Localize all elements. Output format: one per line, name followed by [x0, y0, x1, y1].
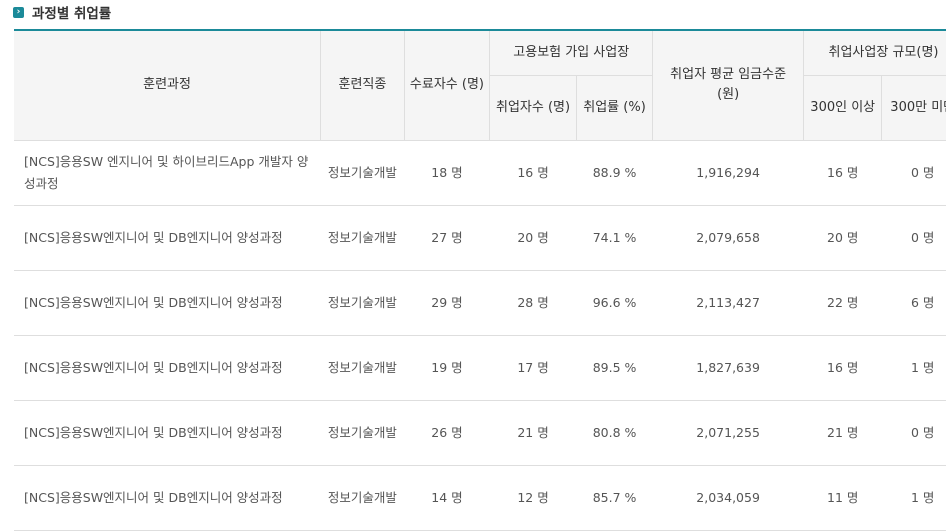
over300-cell: 22 명	[804, 270, 882, 335]
job-cell: 정보기술개발	[321, 205, 405, 270]
table-row: [NCS]응용SW엔지니어 및 DB엔지니어 양성과정 정보기술개발 19 명 …	[14, 335, 946, 400]
header-size-group: 취업사업장 규모(명)	[804, 30, 946, 75]
employed-cell: 28 명	[490, 270, 577, 335]
employed-cell: 12 명	[490, 465, 577, 530]
course-cell: [NCS]응용SW엔지니어 및 DB엔지니어 양성과정	[14, 270, 321, 335]
arrow-right-icon: ›	[13, 7, 24, 18]
wage-cell: 2,071,255	[653, 400, 804, 465]
job-cell: 정보기술개발	[321, 465, 405, 530]
table-row: [NCS]응용SW엔지니어 및 DB엔지니어 양성과정 정보기술개발 29 명 …	[14, 270, 946, 335]
course-cell: [NCS]응용SW엔지니어 및 DB엔지니어 양성과정	[14, 335, 321, 400]
wage-cell: 2,034,059	[653, 465, 804, 530]
job-cell: 정보기술개발	[321, 140, 405, 205]
employment-rate-table: 훈련과정 훈련직종 수료자수 (명) 고용보험 가입 사업장 취업자 평균 임금…	[14, 29, 946, 531]
completed-cell: 18 명	[404, 140, 490, 205]
rate-cell: 85.7 %	[576, 465, 652, 530]
rate-cell: 96.6 %	[576, 270, 652, 335]
under300-cell: 1 명	[882, 335, 946, 400]
employed-cell: 16 명	[490, 140, 577, 205]
over300-cell: 20 명	[804, 205, 882, 270]
wage-cell: 2,113,427	[653, 270, 804, 335]
employed-cell: 17 명	[490, 335, 577, 400]
completed-cell: 14 명	[404, 465, 490, 530]
job-cell: 정보기술개발	[321, 400, 405, 465]
header-size-300-over: 300인 이상	[804, 75, 882, 140]
under300-cell: 0 명	[882, 205, 946, 270]
wage-cell: 1,827,639	[653, 335, 804, 400]
course-cell: [NCS]응용SW엔지니어 및 DB엔지니어 양성과정	[14, 205, 321, 270]
under300-cell: 0 명	[882, 400, 946, 465]
course-cell: [NCS]응용SW엔지니어 및 DB엔지니어 양성과정	[14, 465, 321, 530]
wage-cell: 1,916,294	[653, 140, 804, 205]
section-title-text: 과정별 취업률	[32, 2, 111, 22]
over300-cell: 16 명	[804, 335, 882, 400]
header-rate: 취업률 (%)	[576, 75, 652, 140]
wage-cell: 2,079,658	[653, 205, 804, 270]
rate-cell: 80.8 %	[576, 400, 652, 465]
header-wage: 취업자 평균 임금수준 (원)	[653, 30, 804, 140]
course-cell: [NCS]응용SW 엔지니어 및 하이브리드App 개발자 양성과정	[14, 140, 321, 205]
under300-cell: 1 명	[882, 465, 946, 530]
completed-cell: 19 명	[404, 335, 490, 400]
employed-cell: 20 명	[490, 205, 577, 270]
section-title: › 과정별 취업률	[13, 2, 111, 22]
rate-cell: 74.1 %	[576, 205, 652, 270]
job-cell: 정보기술개발	[321, 270, 405, 335]
employed-cell: 21 명	[490, 400, 577, 465]
under300-cell: 0 명	[882, 140, 946, 205]
header-completed: 수료자수 (명)	[404, 30, 490, 140]
over300-cell: 21 명	[804, 400, 882, 465]
completed-cell: 26 명	[404, 400, 490, 465]
table-row: [NCS]응용SW엔지니어 및 DB엔지니어 양성과정 정보기술개발 26 명 …	[14, 400, 946, 465]
table-row: [NCS]응용SW 엔지니어 및 하이브리드App 개발자 양성과정 정보기술개…	[14, 140, 946, 205]
completed-cell: 27 명	[404, 205, 490, 270]
course-cell: [NCS]응용SW엔지니어 및 DB엔지니어 양성과정	[14, 400, 321, 465]
table-row: [NCS]응용SW엔지니어 및 DB엔지니어 양성과정 정보기술개발 27 명 …	[14, 205, 946, 270]
job-cell: 정보기술개발	[321, 335, 405, 400]
header-insurance-group: 고용보험 가입 사업장	[490, 30, 653, 75]
header-course: 훈련과정	[14, 30, 321, 140]
rate-cell: 89.5 %	[576, 335, 652, 400]
over300-cell: 11 명	[804, 465, 882, 530]
header-size-300-under: 300만 미만	[882, 75, 946, 140]
header-job: 훈련직종	[321, 30, 405, 140]
rate-cell: 88.9 %	[576, 140, 652, 205]
table-row: [NCS]응용SW엔지니어 및 DB엔지니어 양성과정 정보기술개발 14 명 …	[14, 465, 946, 530]
completed-cell: 29 명	[404, 270, 490, 335]
over300-cell: 16 명	[804, 140, 882, 205]
header-employed: 취업자수 (명)	[490, 75, 577, 140]
under300-cell: 6 명	[882, 270, 946, 335]
